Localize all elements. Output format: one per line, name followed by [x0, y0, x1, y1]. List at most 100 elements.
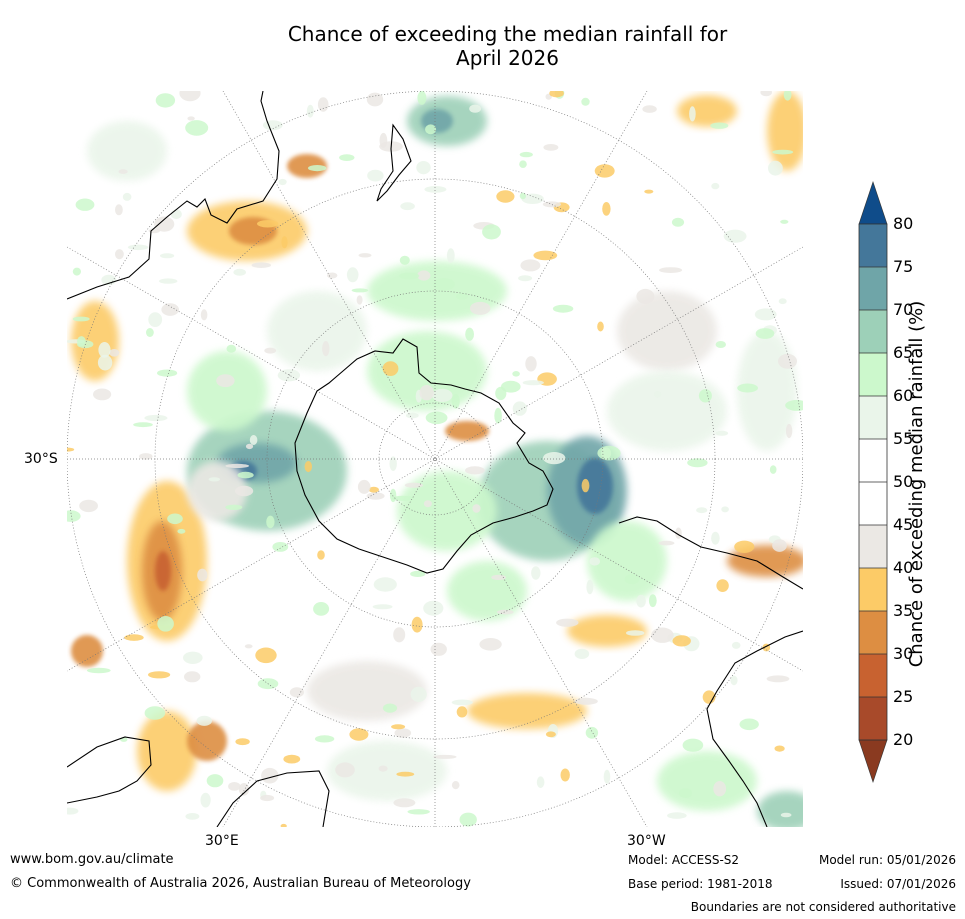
field-speck	[772, 539, 787, 552]
field-speck	[491, 574, 506, 580]
field-speck	[785, 423, 793, 439]
footer-model-run: Model run: 05/01/2026	[818, 853, 956, 867]
colorbar-band-40-45	[859, 525, 887, 568]
field-speck	[394, 728, 412, 738]
field-speck	[373, 577, 397, 592]
field-speck	[451, 699, 473, 706]
field-speck	[416, 161, 431, 175]
colorbar-band-70-75	[859, 267, 887, 310]
field-speck	[77, 336, 86, 347]
field-speck	[785, 399, 803, 411]
field-speck	[358, 253, 372, 258]
field-speck	[266, 515, 275, 529]
field-patch	[187, 351, 267, 431]
field-speck	[157, 369, 178, 377]
field-speck	[67, 807, 79, 815]
colorbar-tick-65: 65	[893, 343, 914, 362]
graticule	[67, 91, 803, 827]
field-speck	[512, 401, 527, 416]
field-speck	[417, 91, 427, 105]
field-speck	[244, 644, 253, 649]
field-speck	[314, 735, 335, 743]
colorbar-tick-55: 55	[893, 429, 914, 448]
field-speck	[636, 288, 655, 304]
field-speck	[379, 132, 388, 148]
field-speck	[432, 388, 453, 402]
field-speck	[393, 627, 406, 643]
field-speck	[469, 104, 481, 113]
field-speck	[419, 385, 434, 401]
field-speck	[382, 703, 398, 713]
field-speck	[157, 616, 174, 632]
field-patch	[187, 721, 227, 761]
field-speck	[411, 616, 423, 633]
colorbar-legend: 80 75 70 65 60 55 50 45 40 35 30 25 20	[845, 180, 965, 790]
field-speck	[185, 813, 200, 820]
colorbar-tick-30: 30	[893, 644, 914, 663]
field-speck	[451, 781, 460, 790]
field-speck	[597, 445, 621, 461]
field-speck	[769, 465, 777, 474]
field-speck	[144, 414, 168, 422]
field-patch	[467, 693, 587, 729]
field-speck	[760, 91, 772, 97]
field-speck	[238, 783, 250, 796]
field-speck	[146, 328, 154, 337]
field-speck	[367, 169, 384, 182]
field-speck	[560, 768, 570, 782]
colorbar-tick-60: 60	[893, 386, 914, 405]
field-speck	[67, 510, 81, 522]
field-speck	[482, 224, 501, 240]
field-speck	[522, 380, 544, 386]
field-speck	[716, 579, 729, 592]
field-speck	[233, 268, 246, 276]
field-patch	[657, 751, 757, 811]
field-speck	[456, 293, 469, 300]
field-speck	[317, 550, 325, 560]
field-speck	[410, 570, 426, 577]
field-speck	[424, 186, 447, 193]
field-speck	[339, 154, 355, 161]
field-speck	[423, 600, 444, 616]
field-speck	[626, 630, 645, 636]
field-speck	[251, 262, 271, 268]
field-speck	[393, 798, 416, 808]
field-speck	[783, 91, 792, 101]
colorbar-top-arrow	[858, 181, 888, 225]
field-speck	[731, 641, 741, 649]
africa-coastline-2	[216, 770, 330, 827]
field-patch	[397, 471, 497, 551]
field-speck	[399, 255, 410, 265]
field-speck	[531, 566, 541, 580]
field-speck	[86, 667, 111, 674]
field-speck	[405, 412, 419, 419]
new-zealand-coastline	[376, 123, 412, 202]
field-speck	[721, 506, 729, 513]
field-speck	[283, 754, 301, 764]
field-speck	[648, 594, 657, 608]
field-speck	[197, 568, 208, 582]
field-speck	[574, 697, 598, 705]
field-speck	[200, 309, 208, 321]
field-speck	[391, 495, 414, 501]
africa-coastline	[67, 736, 152, 804]
field-speck	[160, 253, 175, 259]
field-speck	[754, 308, 777, 321]
field-speck	[389, 456, 397, 472]
field-speck	[581, 97, 590, 106]
field-speck	[713, 781, 727, 797]
field-speck	[109, 349, 120, 357]
coastlines	[67, 91, 803, 827]
field-speck	[597, 321, 604, 332]
field-speck	[277, 369, 301, 382]
footer-issued: Issued: 07/01/2026	[840, 877, 956, 891]
field-speck	[208, 477, 221, 482]
field-speck	[433, 278, 455, 291]
field-speck	[399, 272, 420, 280]
colorbar-band-30-35	[859, 611, 887, 654]
field-speck	[456, 706, 468, 718]
footer-boundaries-note: Boundaries are not considered authoritat…	[690, 900, 956, 914]
field-speck	[730, 675, 738, 686]
map-title: Chance of exceeding the median rainfall …	[0, 22, 965, 70]
colorbar-tick-50: 50	[893, 472, 914, 491]
